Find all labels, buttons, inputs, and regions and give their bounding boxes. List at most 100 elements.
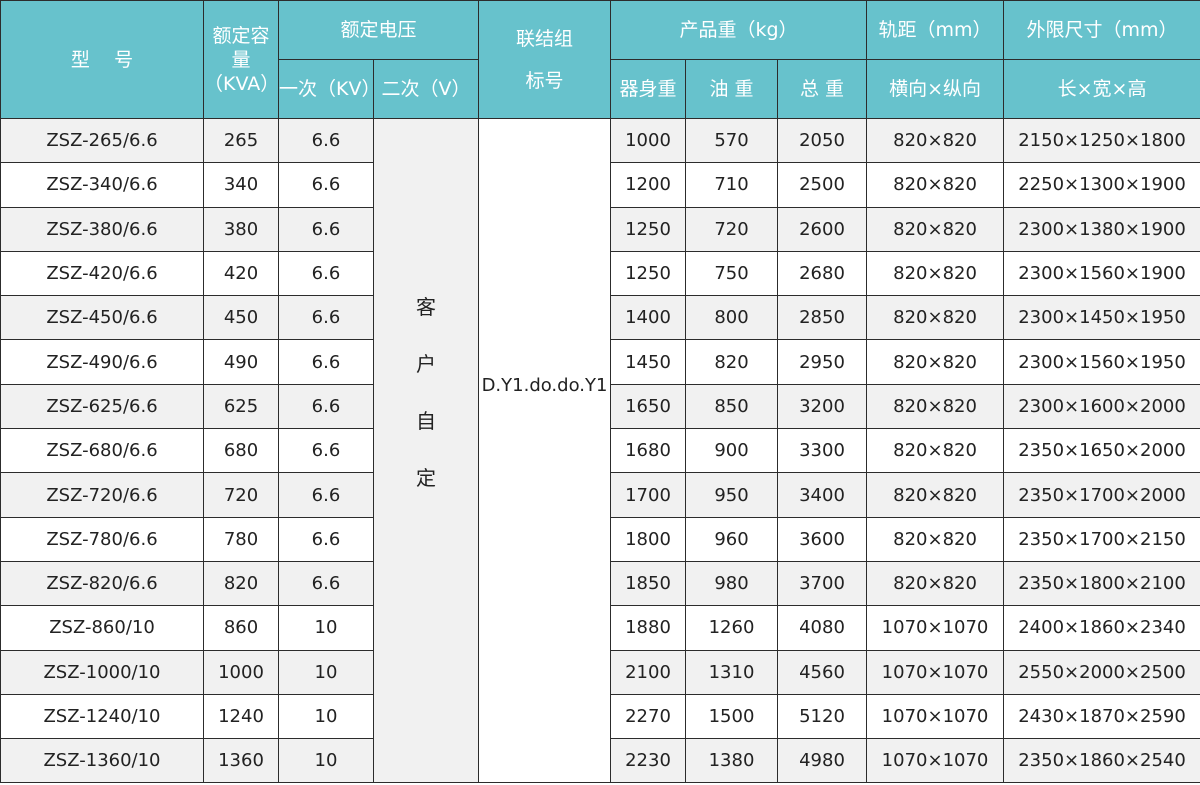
cell-primary: 6.6 <box>278 295 374 341</box>
cell-dims: 2550×2000×2500 <box>1003 649 1200 695</box>
cell-primary: 6.6 <box>278 428 374 474</box>
cell-primary: 6.6 <box>278 250 374 297</box>
cell-oil-weight: 570 <box>685 117 779 164</box>
cell-gauge: 820×820 <box>866 162 1005 208</box>
cell-body-weight: 1700 <box>610 472 687 518</box>
header-secondary: 二次（V） <box>372 59 480 119</box>
cell-dims: 2350×1700×2150 <box>1003 516 1200 562</box>
cell-model: ZSZ-490/6.6 <box>0 339 204 385</box>
cell-total-weight: 3300 <box>777 428 868 474</box>
cell-model: ZSZ-1000/10 <box>0 649 204 695</box>
cell-model: ZSZ-625/6.6 <box>0 383 204 430</box>
cell-connection-merged: D.Y1.do.do.Y1 <box>478 117 612 784</box>
cell-capacity: 420 <box>203 250 279 297</box>
cell-primary: 6.6 <box>278 383 374 430</box>
cell-total-weight: 3400 <box>777 472 868 518</box>
header-rated-voltage: 额定电压 <box>277 0 480 60</box>
cell-oil-weight: 720 <box>685 206 779 252</box>
table-row: ZSZ-720/6.6 720 6.6 1700 950 3400 820×820 2350×… <box>0 472 1200 518</box>
cell-primary: 6.6 <box>278 560 374 607</box>
cell-oil-weight: 820 <box>685 339 779 385</box>
cell-oil-weight: 750 <box>685 250 779 297</box>
cell-total-weight: 2600 <box>777 206 868 252</box>
cell-dims: 2350×1650×2000 <box>1003 428 1200 474</box>
cell-primary: 6.6 <box>278 339 374 385</box>
secondary-char: 户 <box>416 351 436 376</box>
cell-total-weight: 2500 <box>777 162 868 208</box>
table-row: ZSZ-450/6.6 450 6.6 1400 800 2850 820×820 2300×… <box>0 295 1200 341</box>
cell-body-weight: 1450 <box>610 339 687 385</box>
cell-primary: 6.6 <box>278 516 374 562</box>
table-row: ZSZ-625/6.6 625 6.6 1650 850 3200 820×820 2300×… <box>0 383 1200 430</box>
cell-total-weight: 2680 <box>777 250 868 297</box>
cell-model: ZSZ-820/6.6 <box>0 560 204 607</box>
cell-dims: 2430×1870×2590 <box>1003 693 1200 740</box>
cell-gauge: 1070×1070 <box>866 605 1005 651</box>
cell-dims: 2350×1700×2000 <box>1003 472 1200 518</box>
cell-oil-weight: 1310 <box>685 649 779 695</box>
cell-gauge: 820×820 <box>866 472 1005 518</box>
cell-model: ZSZ-680/6.6 <box>0 428 204 474</box>
cell-dims: 2300×1600×2000 <box>1003 383 1200 430</box>
cell-gauge: 820×820 <box>866 428 1005 474</box>
cell-capacity: 780 <box>203 516 279 562</box>
cell-primary: 10 <box>278 649 374 695</box>
cell-oil-weight: 710 <box>685 162 779 208</box>
secondary-char: 定 <box>416 465 436 490</box>
cell-gauge: 1070×1070 <box>866 693 1005 740</box>
cell-oil-weight: 800 <box>685 295 779 341</box>
cell-dims: 2250×1300×1900 <box>1003 162 1200 208</box>
cell-primary: 6.6 <box>278 472 374 518</box>
table-row: ZSZ-380/6.6 380 6.6 1250 720 2600 820×820 2300×… <box>0 206 1200 252</box>
cell-oil-weight: 1260 <box>685 605 779 651</box>
cell-model: ZSZ-720/6.6 <box>0 472 204 518</box>
table-row: ZSZ-490/6.6 490 6.6 1450 820 2950 820×820 2300×… <box>0 339 1200 385</box>
cell-model: ZSZ-860/10 <box>0 605 204 651</box>
header-total-weight: 总 重 <box>777 59 868 119</box>
cell-total-weight: 2050 <box>777 117 868 164</box>
cell-total-weight: 4080 <box>777 605 868 651</box>
cell-capacity: 625 <box>203 383 279 430</box>
cell-gauge: 820×820 <box>866 516 1005 562</box>
table-row: ZSZ-780/6.6 780 6.6 1800 960 3600 820×820 2350×… <box>0 516 1200 562</box>
table-row: ZSZ-1000/10 1000 10 2100 1310 4560 1070×1070 25… <box>0 649 1200 695</box>
cell-capacity: 680 <box>203 428 279 474</box>
cell-dims: 2400×1860×2340 <box>1003 605 1200 651</box>
cell-body-weight: 1400 <box>610 295 687 341</box>
cell-total-weight: 4980 <box>777 738 868 784</box>
cell-model: ZSZ-265/6.6 <box>0 117 204 164</box>
header-body-weight: 器身重 <box>610 59 687 119</box>
header-primary: 一次（KV） <box>278 59 380 119</box>
cell-total-weight: 3700 <box>777 560 868 607</box>
cell-capacity: 860 <box>203 605 279 651</box>
table-row: ZSZ-265/6.6 265 6.6 客户自定 D.Y1.do.do.Y1 1000 57… <box>0 117 1200 784</box>
cell-capacity: 340 <box>203 162 279 208</box>
cell-body-weight: 1650 <box>610 383 687 430</box>
cell-gauge: 820×820 <box>866 383 1005 430</box>
cell-body-weight: 1250 <box>610 250 687 297</box>
table-row: ZSZ-1360/10 1360 10 2230 1380 4980 1070×1070 23… <box>0 738 1200 784</box>
table-row: ZSZ-680/6.6 680 6.6 1680 900 3300 820×820 2350×… <box>0 428 1200 474</box>
header-dims: 外限尺寸（mm） <box>1003 0 1200 60</box>
cell-primary: 6.6 <box>278 117 374 164</box>
cell-gauge: 820×820 <box>866 339 1005 385</box>
cell-gauge: 820×820 <box>866 560 1005 607</box>
cell-capacity: 450 <box>203 295 279 341</box>
cell-body-weight: 1200 <box>610 162 687 208</box>
cell-body-weight: 2100 <box>610 649 687 695</box>
cell-gauge: 1070×1070 <box>866 649 1005 695</box>
cell-capacity: 1360 <box>203 738 279 784</box>
table-row: ZSZ-820/6.6 820 6.6 1850 980 3700 820×820 2350×… <box>0 560 1200 607</box>
cell-body-weight: 2230 <box>610 738 687 784</box>
secondary-char: 客 <box>416 294 436 319</box>
cell-body-weight: 1000 <box>610 117 687 164</box>
table-row: ZSZ-420/6.6 420 6.6 1250 750 2680 820×820 2300×… <box>0 250 1200 297</box>
cell-oil-weight: 980 <box>685 560 779 607</box>
cell-total-weight: 4560 <box>777 649 868 695</box>
cell-capacity: 490 <box>203 339 279 385</box>
cell-oil-weight: 850 <box>685 383 779 430</box>
cell-primary: 6.6 <box>278 206 374 252</box>
cell-dims: 2300×1450×1950 <box>1003 295 1200 341</box>
cell-dims: 2350×1800×2100 <box>1003 560 1200 607</box>
